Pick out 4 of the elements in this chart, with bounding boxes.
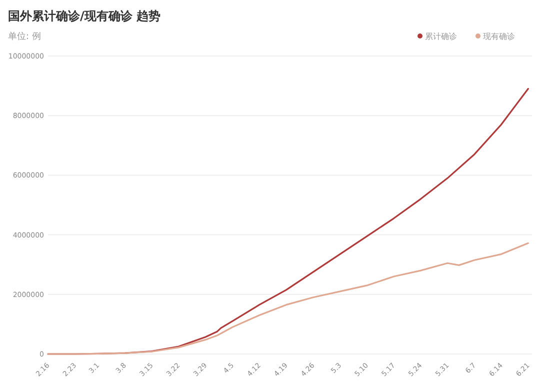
legend-label: 现有确诊: [483, 32, 515, 41]
chart-title: 国外累计确诊/现有确诊 趋势: [8, 9, 161, 23]
chart-subtitle: 单位: 例: [8, 31, 41, 42]
legend-label: 累计确诊: [425, 32, 457, 41]
